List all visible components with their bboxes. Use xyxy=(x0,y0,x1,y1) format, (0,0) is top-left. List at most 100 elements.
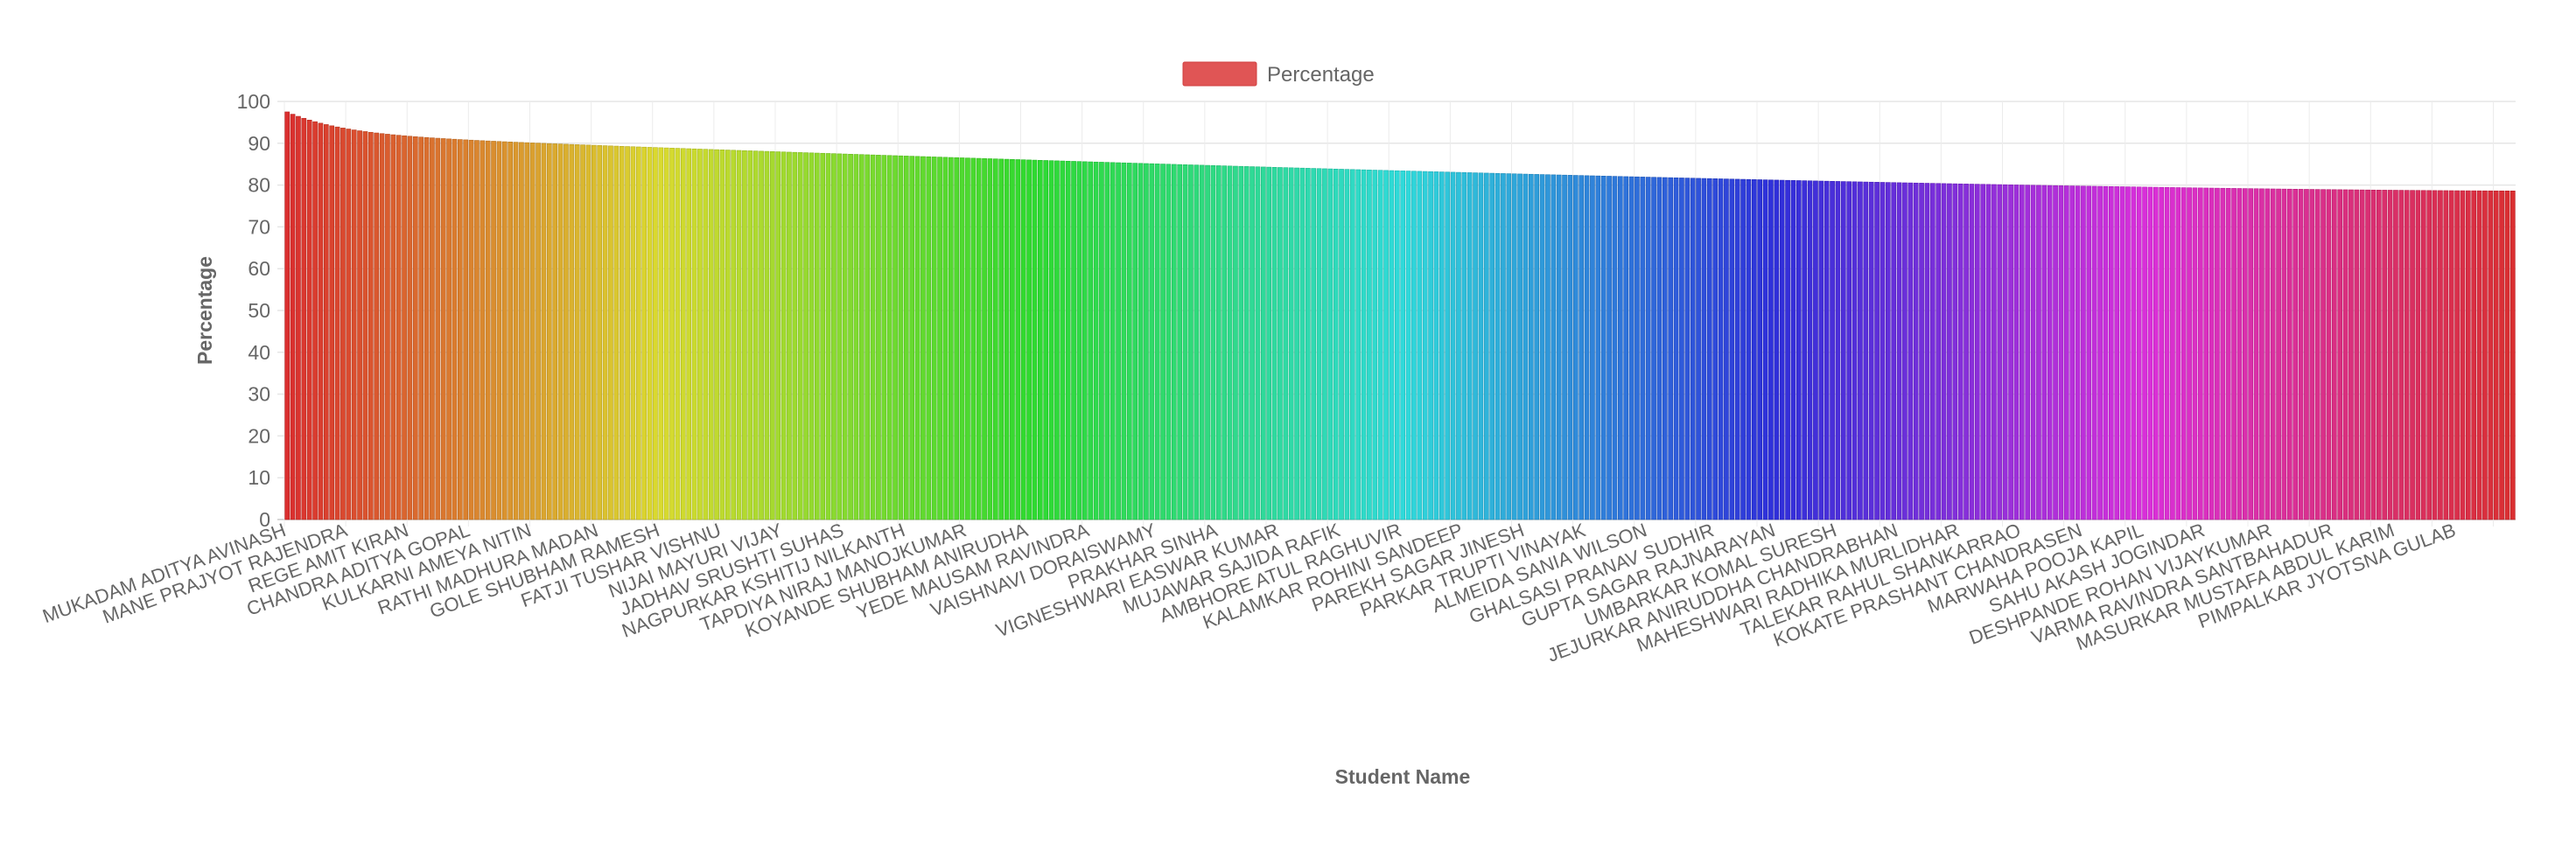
bar[interactable] xyxy=(1762,179,1768,520)
bar[interactable] xyxy=(1556,174,1562,520)
bar[interactable] xyxy=(574,144,580,520)
bar[interactable] xyxy=(463,139,469,520)
bar[interactable] xyxy=(1032,159,1038,520)
bar[interactable] xyxy=(1255,166,1261,520)
bar[interactable] xyxy=(1701,178,1707,520)
bar[interactable] xyxy=(764,150,770,520)
bar[interactable] xyxy=(2432,190,2438,520)
bar[interactable] xyxy=(948,157,954,520)
bar[interactable] xyxy=(2170,187,2175,520)
bar[interactable] xyxy=(480,140,486,520)
bar[interactable] xyxy=(2091,185,2097,520)
bar[interactable] xyxy=(1278,167,1283,520)
bar[interactable] xyxy=(2159,186,2165,520)
bar[interactable] xyxy=(323,124,329,520)
bar[interactable] xyxy=(1020,159,1026,520)
bar[interactable] xyxy=(931,157,937,520)
bar[interactable] xyxy=(2131,186,2137,520)
bar[interactable] xyxy=(501,141,508,520)
bar[interactable] xyxy=(1774,179,1780,520)
bar[interactable] xyxy=(2465,190,2471,520)
bar[interactable] xyxy=(675,148,681,520)
bar[interactable] xyxy=(1908,182,1914,520)
bar[interactable] xyxy=(1746,178,1752,520)
bar[interactable] xyxy=(886,155,892,520)
bar[interactable] xyxy=(519,142,524,520)
bar[interactable] xyxy=(374,132,380,520)
bar[interactable] xyxy=(1802,180,1808,520)
bar[interactable] xyxy=(2086,185,2092,520)
bar[interactable] xyxy=(814,152,820,520)
bar[interactable] xyxy=(1461,171,1467,520)
bar[interactable] xyxy=(747,150,753,520)
bar[interactable] xyxy=(1071,161,1076,520)
bar[interactable] xyxy=(992,158,998,520)
bar[interactable] xyxy=(1043,160,1049,520)
bar[interactable] xyxy=(1327,168,1334,520)
bar[interactable] xyxy=(1383,170,1389,520)
bar[interactable] xyxy=(541,143,547,520)
bar[interactable] xyxy=(1233,165,1238,520)
bar[interactable] xyxy=(306,119,312,520)
bar[interactable] xyxy=(742,150,747,520)
bar[interactable] xyxy=(1924,183,1930,520)
bar[interactable] xyxy=(2125,186,2131,520)
bar[interactable] xyxy=(1936,183,1942,520)
bar[interactable] xyxy=(2058,185,2064,520)
bar[interactable] xyxy=(1578,175,1585,520)
bar[interactable] xyxy=(2103,185,2109,520)
bar[interactable] xyxy=(1628,176,1634,520)
bar[interactable] xyxy=(2398,190,2404,520)
bar[interactable] xyxy=(1729,178,1735,520)
bar[interactable] xyxy=(1478,172,1484,520)
bar[interactable] xyxy=(2030,185,2036,520)
bar[interactable] xyxy=(965,157,970,520)
bar[interactable] xyxy=(468,139,474,520)
bar[interactable] xyxy=(2298,189,2304,520)
bar[interactable] xyxy=(635,146,641,520)
bar[interactable] xyxy=(2197,187,2203,520)
bar[interactable] xyxy=(1132,163,1138,520)
bar[interactable] xyxy=(2276,188,2281,520)
bar[interactable] xyxy=(1985,184,1992,520)
bar[interactable] xyxy=(1250,166,1255,520)
bar[interactable] xyxy=(2376,190,2382,520)
bar[interactable] xyxy=(2203,187,2209,520)
bar[interactable] xyxy=(1640,177,1646,520)
bar[interactable] xyxy=(2499,190,2504,520)
bar[interactable] xyxy=(1054,160,1060,520)
bar[interactable] xyxy=(1205,164,1210,520)
bar[interactable] xyxy=(1411,171,1417,520)
bar[interactable] xyxy=(954,157,960,520)
bar[interactable] xyxy=(1891,182,1897,520)
bar[interactable] xyxy=(1852,181,1858,520)
bar[interactable] xyxy=(1177,164,1183,520)
bar[interactable] xyxy=(580,144,585,520)
bar[interactable] xyxy=(686,148,692,520)
bar[interactable] xyxy=(2152,186,2159,520)
bar[interactable] xyxy=(1969,184,1975,520)
bar[interactable] xyxy=(1110,162,1116,520)
bar[interactable] xyxy=(2410,190,2415,520)
bar[interactable] xyxy=(2041,185,2048,520)
bar[interactable] xyxy=(1885,182,1891,520)
bar[interactable] xyxy=(2036,185,2041,520)
bar[interactable] xyxy=(379,133,385,520)
bar[interactable] xyxy=(1166,164,1172,520)
bar[interactable] xyxy=(1858,181,1863,520)
bar[interactable] xyxy=(1724,178,1729,520)
bar[interactable] xyxy=(2097,185,2103,520)
bar[interactable] xyxy=(284,111,290,520)
bar[interactable] xyxy=(2075,185,2081,520)
bar[interactable] xyxy=(1868,181,1874,520)
bar[interactable] xyxy=(2264,188,2271,520)
bar[interactable] xyxy=(2348,189,2354,520)
bar[interactable] xyxy=(641,146,648,520)
bar[interactable] xyxy=(1562,174,1567,520)
bar[interactable] xyxy=(2220,187,2226,520)
bar[interactable] xyxy=(658,147,664,520)
bar[interactable] xyxy=(1835,181,1841,520)
bar[interactable] xyxy=(390,134,396,520)
bar[interactable] xyxy=(2510,190,2516,520)
bar[interactable] xyxy=(1929,183,1936,520)
